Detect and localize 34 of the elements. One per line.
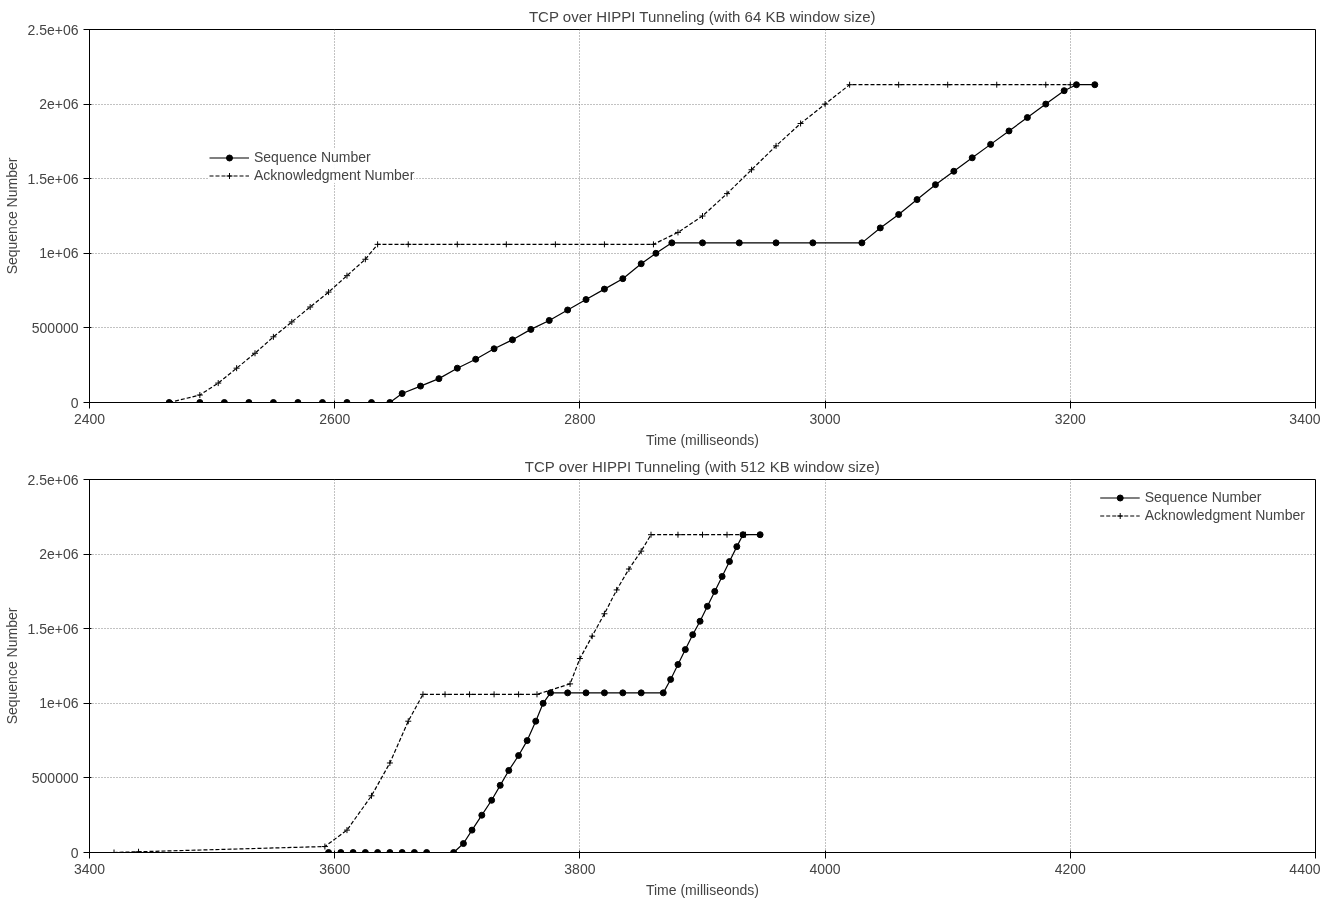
x-axis-title: Time (milliseonds) xyxy=(645,881,760,898)
y-tick-label: 0 xyxy=(70,394,79,411)
y-tick-label: 2.5e+06 xyxy=(27,471,79,488)
x-tick-label: 3000 xyxy=(809,410,841,427)
x-tick-label: 3600 xyxy=(319,860,351,877)
y-tick-label: 1.5e+06 xyxy=(27,620,79,637)
y-axis-title: Sequence Number xyxy=(3,157,20,275)
x-tick-label: 4000 xyxy=(809,860,841,877)
x-tick-label: 2600 xyxy=(319,410,351,427)
y-tick-label: 2e+06 xyxy=(39,546,79,563)
x-tick-label: 3400 xyxy=(73,860,106,877)
y-tick-label: 2.5e+06 xyxy=(27,21,79,38)
y-tick-label: 500000 xyxy=(31,769,79,786)
x-tick-label: 2800 xyxy=(564,410,596,427)
x-tick-label: 2400 xyxy=(73,410,106,427)
x-tick-label: 4400 xyxy=(1289,860,1321,877)
y-tick-label: 2e+06 xyxy=(39,96,79,113)
x-tick-label: 3800 xyxy=(564,860,596,877)
y-tick-label: 0 xyxy=(70,844,79,861)
x-tick-label: 3400 xyxy=(1289,410,1321,427)
y-tick-label: 1.5e+06 xyxy=(27,170,79,187)
y-axis-title: Sequence Number xyxy=(3,607,20,725)
y-tick-label: 1e+06 xyxy=(39,245,79,262)
legend-label: Sequence Number xyxy=(1144,489,1262,505)
legend-label: Acknowledgment Number xyxy=(254,167,415,183)
legend-label: Sequence Number xyxy=(254,149,371,165)
y-tick-label: 1e+06 xyxy=(39,695,79,712)
legend-label: Acknowledgment Number xyxy=(1144,507,1305,523)
x-axis-title: Time (milliseonds) xyxy=(645,431,760,448)
x-tick-label: 4200 xyxy=(1054,860,1087,877)
chart-title: TCP over HIPPI Tunneling (with 512 KB window size) xyxy=(524,457,880,475)
y-tick-label: 500000 xyxy=(31,319,79,336)
chart-title: TCP over HIPPI Tunneling (with 64 KB window size) xyxy=(528,7,876,25)
x-tick-label: 3200 xyxy=(1054,410,1087,427)
